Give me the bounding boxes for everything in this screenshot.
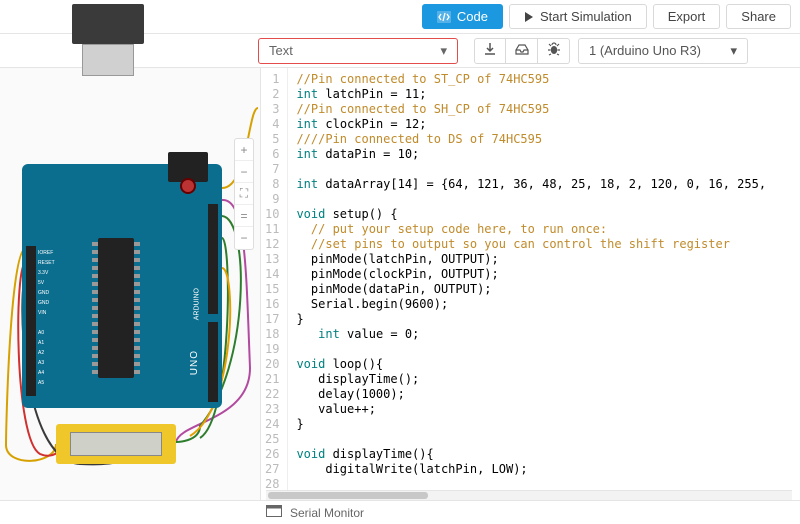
pin-header-digital-b[interactable] xyxy=(208,322,218,402)
chevron-down-icon: ▾ xyxy=(440,43,447,59)
code-line[interactable]: } xyxy=(296,417,800,432)
main-area: IOREF RESET 3.3V 5V GND GND VIN A0 A1 A2… xyxy=(0,68,800,500)
download-button[interactable] xyxy=(474,38,506,64)
code-line[interactable]: int dataPin = 10; xyxy=(296,147,800,162)
share-label: Share xyxy=(741,9,776,24)
code-line[interactable] xyxy=(296,432,800,447)
download-icon xyxy=(483,42,497,59)
code-line[interactable]: Serial.begin(9600); xyxy=(296,297,800,312)
code-line[interactable]: void setup() { xyxy=(296,207,800,222)
pin-header-left[interactable] xyxy=(26,246,36,396)
code-button-label: Code xyxy=(457,9,488,24)
code-mode-label: Text xyxy=(269,43,293,58)
editor-icon-group xyxy=(474,38,570,64)
zoom-button[interactable]: + xyxy=(235,139,253,161)
code-line[interactable]: pinMode(dataPin, OUTPUT); xyxy=(296,282,800,297)
code-line[interactable]: // put your setup code here, to run once… xyxy=(296,222,800,237)
share-button[interactable]: Share xyxy=(726,4,791,29)
code-line[interactable]: value++; xyxy=(296,402,800,417)
code-editor[interactable]: 1234567891011121314151617181920212223242… xyxy=(260,68,800,500)
circuit-canvas[interactable]: IOREF RESET 3.3V 5V GND GND VIN A0 A1 A2… xyxy=(0,68,260,500)
code-line[interactable]: int value = 0; xyxy=(296,327,800,342)
device-select-dropdown[interactable]: 1 (Arduino Uno R3) ▾ xyxy=(578,38,748,64)
zoom-button[interactable]: ⛶ xyxy=(235,183,253,205)
code-content[interactable]: //Pin connected to ST_CP of 74HC595int l… xyxy=(288,68,800,500)
export-label: Export xyxy=(668,9,706,24)
zoom-controls: +−⛶=− xyxy=(234,138,254,250)
code-line[interactable] xyxy=(296,192,800,207)
pin-labels-left: IOREF RESET 3.3V 5V GND GND VIN A0 A1 A2… xyxy=(38,248,55,388)
code-line[interactable]: int dataArray[14] = {64, 121, 36, 48, 25… xyxy=(296,177,800,192)
code-line[interactable]: ////Pin connected to DS of 74HC595 xyxy=(296,132,800,147)
serial-monitor-icon xyxy=(266,505,282,520)
bottom-bar: Serial Monitor xyxy=(0,500,800,524)
debug-button[interactable] xyxy=(538,38,570,64)
code-line[interactable]: //Pin connected to SH_CP of 74HC595 xyxy=(296,102,800,117)
usb-cable xyxy=(82,44,134,76)
code-icon xyxy=(437,11,451,23)
device-select-label: 1 (Arduino Uno R3) xyxy=(589,43,701,58)
code-line[interactable]: int latchPin = 11; xyxy=(296,87,800,102)
code-line[interactable]: //Pin connected to ST_CP of 74HC595 xyxy=(296,72,800,87)
zoom-button[interactable]: − xyxy=(235,227,253,249)
zoom-button[interactable]: − xyxy=(235,161,253,183)
pin-header-digital[interactable] xyxy=(208,204,218,314)
seven-segment-display[interactable] xyxy=(56,424,176,464)
board-model-label: UNO xyxy=(189,350,200,375)
code-line[interactable]: delay(1000); xyxy=(296,387,800,402)
code-mode-dropdown[interactable]: Text ▾ xyxy=(258,38,458,64)
zoom-button[interactable]: = xyxy=(235,205,253,227)
code-line[interactable] xyxy=(296,162,800,177)
arduino-board[interactable]: IOREF RESET 3.3V 5V GND GND VIN A0 A1 A2… xyxy=(22,164,222,408)
code-line[interactable]: pinMode(clockPin, OUTPUT); xyxy=(296,267,800,282)
drawer-icon xyxy=(515,43,529,58)
code-line[interactable] xyxy=(296,342,800,357)
libraries-button[interactable] xyxy=(506,38,538,64)
start-simulation-label: Start Simulation xyxy=(540,9,632,24)
code-line[interactable]: void displayTime(){ xyxy=(296,447,800,462)
display-screen xyxy=(70,432,162,456)
code-line[interactable]: pinMode(latchPin, OUTPUT); xyxy=(296,252,800,267)
atmega-chip xyxy=(98,238,134,378)
bug-icon xyxy=(547,42,561,59)
scrollbar-thumb[interactable] xyxy=(268,492,428,499)
code-line[interactable]: } xyxy=(296,312,800,327)
code-line[interactable]: digitalWrite(latchPin, LOW); xyxy=(296,462,800,477)
chevron-down-icon: ▾ xyxy=(730,43,737,59)
board-brand-label: ARDUINO xyxy=(193,288,200,320)
code-line[interactable]: int clockPin = 12; xyxy=(296,117,800,132)
usb-connector xyxy=(72,4,144,44)
reset-button[interactable] xyxy=(180,178,196,194)
export-button[interactable]: Export xyxy=(653,4,721,29)
start-simulation-button[interactable]: Start Simulation xyxy=(509,4,647,29)
code-button[interactable]: Code xyxy=(422,4,503,29)
code-line[interactable]: void loop(){ xyxy=(296,357,800,372)
line-gutter: 1234567891011121314151617181920212223242… xyxy=(261,68,288,500)
code-line[interactable]: displayTime(); xyxy=(296,372,800,387)
serial-monitor-label[interactable]: Serial Monitor xyxy=(290,506,364,520)
code-line[interactable]: //set pins to output so you can control … xyxy=(296,237,800,252)
play-icon xyxy=(524,11,534,23)
horizontal-scrollbar[interactable] xyxy=(266,490,792,500)
